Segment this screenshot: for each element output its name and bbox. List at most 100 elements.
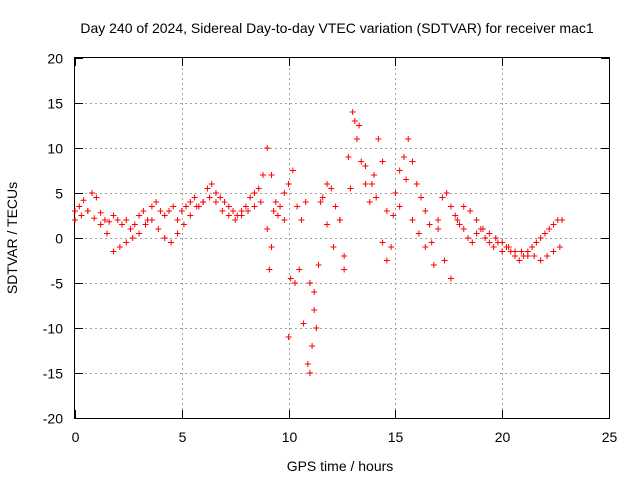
data-point	[306, 370, 313, 376]
data-point	[368, 181, 375, 187]
data-point	[351, 118, 358, 124]
data-point	[324, 181, 331, 187]
data-point	[257, 199, 264, 205]
data-point	[212, 199, 219, 205]
data-point	[467, 208, 474, 214]
y-tick-label: 20	[47, 51, 63, 67]
data-point	[72, 217, 78, 223]
data-point	[225, 203, 232, 210]
data-point	[302, 199, 309, 205]
data-point	[84, 208, 91, 214]
x-axis-ticks: 0 5 10 15 20 25	[72, 58, 618, 445]
data-point	[193, 203, 200, 210]
data-point	[531, 253, 538, 259]
data-point	[330, 244, 337, 250]
data-point	[245, 208, 252, 214]
data-point	[499, 239, 506, 246]
data-point	[225, 212, 232, 219]
data-point	[373, 194, 380, 201]
plot-frame	[74, 57, 610, 419]
y-tick-label: 10	[47, 141, 63, 157]
y-axis-ticks: -20 -15 -10 -5 0 5 10 15 20	[43, 51, 609, 427]
data-point	[443, 190, 450, 196]
data-point	[191, 194, 198, 201]
data-point	[110, 212, 117, 219]
data-point	[544, 253, 551, 259]
data-point	[422, 208, 429, 214]
data-point	[294, 203, 301, 210]
data-point	[505, 244, 512, 250]
data-point	[274, 212, 281, 219]
data-point	[482, 235, 489, 241]
data-point	[473, 217, 480, 223]
data-point	[347, 185, 354, 192]
data-point	[296, 266, 303, 273]
data-point	[390, 212, 397, 219]
data-point	[524, 253, 531, 259]
data-point	[268, 244, 275, 250]
data-point	[251, 190, 258, 196]
y-tick-label: -5	[51, 276, 64, 292]
data-point	[550, 248, 557, 255]
data-point	[230, 208, 237, 214]
x-tick-label: 25	[602, 429, 618, 445]
x-tick-label: 20	[495, 429, 511, 445]
data-point	[447, 203, 454, 210]
data-point	[174, 217, 181, 223]
chart-title: Day 240 of 2024, Sidereal Day-to-day VTE…	[80, 20, 593, 36]
data-point	[292, 280, 299, 286]
data-point	[490, 244, 497, 250]
data-point	[473, 230, 480, 237]
data-point	[104, 230, 111, 237]
data-point	[418, 194, 425, 201]
data-point	[168, 239, 175, 246]
y-tick-label: 0	[55, 231, 63, 247]
data-point	[371, 172, 378, 178]
data-point	[486, 239, 493, 246]
data-point	[272, 199, 279, 205]
data-point	[541, 230, 548, 237]
data-point	[537, 257, 544, 264]
data-point	[452, 212, 459, 219]
data-point	[140, 208, 147, 214]
data-point	[80, 197, 87, 204]
data-point	[174, 230, 181, 237]
data-point	[537, 235, 544, 241]
data-point	[266, 266, 273, 273]
data-point	[550, 221, 557, 228]
data-point	[264, 226, 271, 232]
data-point	[469, 239, 476, 246]
data-point	[118, 221, 125, 228]
data-point	[415, 230, 422, 237]
data-point	[328, 185, 335, 192]
data-point	[78, 212, 85, 219]
data-point	[403, 176, 410, 183]
data-point	[456, 221, 463, 228]
data-point	[270, 208, 277, 214]
data-point	[212, 190, 219, 196]
data-point	[559, 217, 566, 223]
data-point	[178, 208, 185, 214]
data-point	[388, 244, 395, 250]
data-point	[97, 209, 104, 216]
data-point	[281, 217, 288, 223]
data-point	[311, 289, 318, 295]
data-point	[93, 194, 100, 201]
data-point	[97, 221, 104, 228]
data-point	[204, 185, 211, 192]
data-point	[556, 244, 563, 250]
data-point	[362, 181, 369, 187]
data-point	[518, 248, 525, 255]
data-point	[89, 190, 96, 196]
data-point	[304, 361, 311, 367]
data-point	[153, 199, 160, 205]
data-point	[529, 244, 536, 250]
data-point	[465, 235, 472, 241]
data-point	[435, 217, 442, 223]
data-point	[298, 217, 305, 223]
data-point	[91, 215, 98, 222]
data-point	[242, 203, 249, 210]
data-point	[379, 158, 386, 165]
data-point	[426, 221, 433, 228]
